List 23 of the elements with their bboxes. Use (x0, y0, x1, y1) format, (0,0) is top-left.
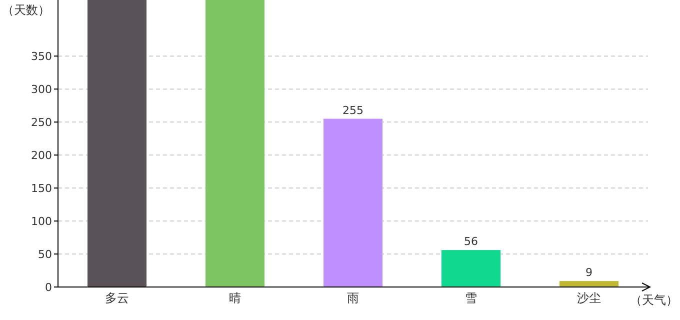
x-tick-label: 沙尘 (577, 291, 601, 305)
bar (560, 281, 618, 287)
y-tick-label: 0 (45, 280, 52, 294)
y-tick-label: 150 (31, 182, 52, 195)
x-tick-label: 雨 (347, 291, 359, 305)
x-tick-label: 雪 (465, 291, 477, 305)
y-tick-label: 200 (31, 148, 52, 162)
y-tick-label: 350 (31, 50, 52, 63)
bar (206, 0, 264, 287)
y-tick-label: 250 (31, 116, 52, 129)
bar (324, 118, 382, 287)
data-label: 255 (342, 104, 364, 117)
x-tick-label: 晴 (229, 291, 241, 305)
data-label: 9 (586, 266, 592, 280)
y-axis-title: （天数） (2, 3, 50, 17)
y-tick-label: 300 (31, 82, 52, 96)
bar (88, 0, 146, 287)
x-tick-label: 多云 (105, 291, 129, 305)
x-axis-title: （天气） (630, 293, 678, 307)
data-label: 56 (464, 235, 478, 248)
y-tick-label: 50 (38, 248, 52, 261)
bar (442, 250, 500, 287)
y-tick-label: 100 (31, 214, 52, 228)
